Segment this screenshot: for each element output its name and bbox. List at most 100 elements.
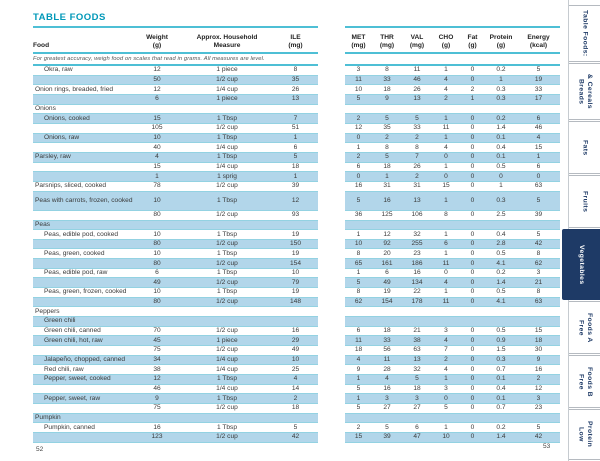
table-row: 80 1/2 cup 154 bbox=[33, 259, 318, 269]
met-value: 0 bbox=[356, 172, 361, 180]
food-name: Onions bbox=[35, 105, 56, 112]
weight-value: 50 bbox=[153, 76, 161, 84]
tab-vegetables[interactable]: Vegetables bbox=[562, 229, 600, 300]
protein-value: 1.4 bbox=[496, 278, 506, 286]
cho-value: 1 bbox=[444, 288, 448, 296]
measure-value: 1/4 cup bbox=[216, 85, 238, 93]
ile-value: 2 bbox=[293, 394, 298, 402]
measure-value: 1/4 cup bbox=[216, 162, 238, 170]
val-value: 47 bbox=[413, 433, 421, 441]
val-value: 26 bbox=[413, 85, 421, 93]
tab-label: Fats bbox=[581, 139, 589, 156]
tab-free-foods-b[interactable]: Free Foods B bbox=[569, 355, 600, 408]
fat-value: 0 bbox=[470, 230, 475, 238]
met-value: 11 bbox=[355, 336, 362, 344]
tab-label: Vegetables bbox=[578, 244, 586, 285]
column-header-food: Food bbox=[33, 42, 50, 50]
table-row: Okra, raw 12 1 piece 8 bbox=[33, 66, 318, 76]
tab-breads-cereals[interactable]: Breads & Cereals bbox=[569, 63, 600, 120]
cho-value: 4 bbox=[444, 278, 448, 286]
val-value: 13 bbox=[413, 95, 421, 103]
fat-value: 0 bbox=[470, 356, 475, 364]
ile-value: 35 bbox=[291, 76, 300, 84]
cho-value: 3 bbox=[444, 385, 448, 393]
cho-value: 15 bbox=[442, 182, 450, 190]
tab-label: Low Protein bbox=[577, 421, 593, 448]
ile-value: 5 bbox=[293, 153, 298, 161]
thr-value: 56 bbox=[383, 346, 391, 354]
cho-value: 11 bbox=[442, 124, 450, 132]
measure-value: 1 Tbsp bbox=[216, 230, 238, 238]
protein-value: 0.5 bbox=[496, 288, 506, 296]
table-row: Jalapeño, chopped, canned 34 1/4 cup 10 bbox=[33, 355, 318, 366]
table-row: 1 12 32 1 0 0.4 5 bbox=[345, 230, 560, 240]
table-row: 36 125 106 8 0 2.5 39 bbox=[345, 210, 560, 221]
table-row: 2 5 6 1 0 0.2 5 bbox=[345, 423, 560, 433]
energy-value: 1 bbox=[536, 153, 541, 161]
tab-free-foods-a[interactable]: Free Foods A bbox=[569, 301, 600, 354]
energy-value: 16 bbox=[534, 365, 543, 373]
table-row: 18 56 63 7 0 1.5 30 bbox=[345, 346, 560, 356]
met-value: 5 bbox=[356, 404, 361, 412]
food-name: Pepper, sweet, cooked bbox=[44, 375, 111, 383]
fat-value: 0 bbox=[470, 133, 475, 141]
table-row: 3 8 11 1 0 0.2 5 bbox=[345, 66, 560, 76]
column-header-thr: THR (mg) bbox=[379, 34, 395, 50]
table-row: 5 16 18 3 0 0.4 12 bbox=[345, 384, 560, 395]
val-value: 18 bbox=[413, 385, 421, 393]
val-value: 7 bbox=[415, 153, 419, 161]
cho-value: 0 bbox=[444, 172, 448, 180]
val-value: 5 bbox=[415, 114, 419, 122]
weight-value: 10 bbox=[153, 288, 161, 296]
measure-value: 1/4 cup bbox=[216, 356, 238, 364]
table-row: Peas with carrots, frozen, cooked 10 1 Tbs… bbox=[33, 191, 318, 211]
fat-value: 0 bbox=[470, 153, 475, 161]
cho-value: 1 bbox=[444, 423, 448, 431]
table-row: 75 1/2 cup 18 bbox=[33, 403, 318, 414]
met-value: 11 bbox=[355, 76, 362, 84]
fat-value: 0 bbox=[470, 172, 475, 180]
energy-value: 9 bbox=[536, 356, 541, 364]
column-header-fat: Fat (g) bbox=[467, 34, 478, 50]
measure-value: 1/2 cup bbox=[216, 76, 238, 84]
thr-value: 18 bbox=[383, 162, 391, 170]
tab-low-protein[interactable]: Low Protein bbox=[569, 409, 600, 460]
section-tab-rail: Table Foods: Breads & Cereals Fats Fruits Ve… bbox=[562, 0, 600, 461]
fat-value: 0 bbox=[470, 336, 475, 344]
accuracy-note: For greatest accuracy, weigh food on sca… bbox=[33, 56, 265, 62]
energy-value: 2 bbox=[536, 375, 541, 383]
measure-value: 1 Tbsp bbox=[216, 423, 238, 431]
measure-value: 1 Tbsp bbox=[216, 114, 238, 122]
thr-value: 8 bbox=[385, 143, 389, 151]
energy-value: 17 bbox=[534, 95, 543, 103]
ile-value: 51 bbox=[291, 124, 300, 132]
weight-value: 49 bbox=[153, 278, 161, 286]
tab-table-foods[interactable]: Table Foods: bbox=[569, 5, 600, 62]
tab-fats[interactable]: Fats bbox=[569, 121, 600, 174]
met-value: 1 bbox=[356, 394, 361, 402]
table-row: 5 49 134 4 0 1.4 21 bbox=[345, 278, 560, 289]
energy-value: 12 bbox=[534, 385, 543, 393]
protein-value: 0.3 bbox=[496, 356, 506, 364]
met-value: 16 bbox=[354, 182, 363, 190]
weight-value: 12 bbox=[153, 66, 161, 74]
measure-value: 1/4 cup bbox=[216, 385, 238, 393]
ile-value: 39 bbox=[291, 182, 300, 190]
table-row: Peas, green, cooked 10 1 Tbsp 19 bbox=[33, 249, 318, 260]
table-row: Onions, cooked 15 1 Tbsp 7 bbox=[33, 114, 318, 124]
weight-value: 15 bbox=[153, 114, 161, 122]
protein-value: 0.2 bbox=[496, 423, 506, 431]
table-row: 80 1/2 cup 150 bbox=[33, 239, 318, 250]
fat-value: 0 bbox=[470, 76, 475, 84]
measure-value: 1 piece bbox=[216, 336, 238, 344]
page-number-left: 52 bbox=[36, 446, 44, 453]
page-title: TABLE FOODS bbox=[33, 12, 106, 23]
fat-value: 0 bbox=[470, 143, 475, 151]
val-value: 255 bbox=[411, 240, 423, 248]
food-name: Green chili, hot, raw bbox=[44, 336, 103, 344]
measure-value: 1/2 cup bbox=[216, 182, 238, 190]
accuracy-note-band: For greatest accuracy, weigh food on sca… bbox=[33, 54, 318, 66]
table-row: 123 1/2 cup 42 bbox=[33, 432, 318, 443]
tab-fruits[interactable]: Fruits bbox=[569, 175, 600, 228]
met-value: 10 bbox=[354, 85, 363, 93]
